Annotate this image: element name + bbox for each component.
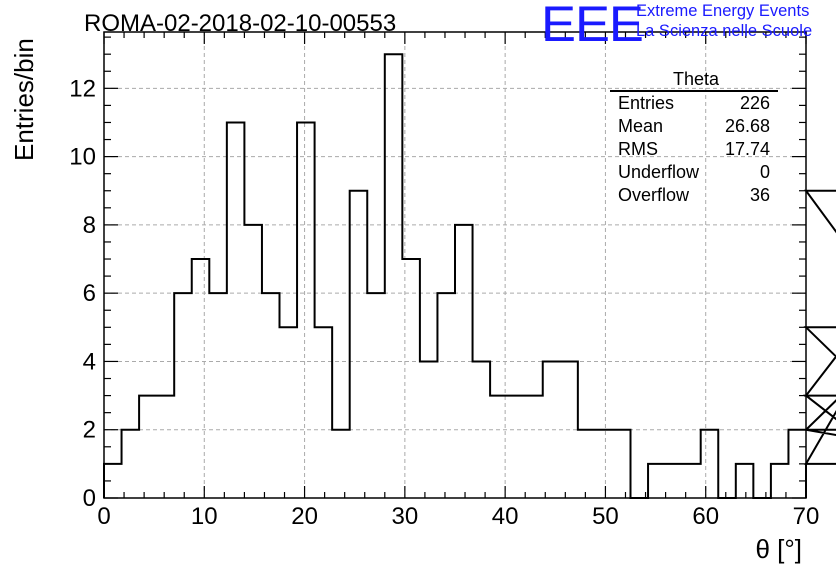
x-tick-label: 0: [97, 503, 110, 530]
x-tick-label: 30: [392, 503, 419, 530]
plot-frame: [103, 31, 807, 499]
chart-title: ROMA-02-2018-02-10-00553: [84, 10, 397, 37]
stats-key: Entries: [618, 93, 675, 113]
y-tick-label: 10: [69, 144, 96, 171]
x-tick-label: 20: [291, 503, 318, 530]
logo-line-2: La Scienza nelle Scuole: [636, 22, 813, 40]
eee-logo: EEE: [541, 0, 644, 52]
y-tick-label: 2: [83, 417, 96, 444]
y-tick-label: 12: [69, 75, 96, 102]
logo-caption: Extreme Energy Events La Scienza nelle S…: [636, 1, 812, 41]
stats-key: Mean: [618, 116, 664, 136]
stats-row: Overflow 36: [610, 184, 778, 207]
x-tick-label: 60: [692, 503, 719, 530]
stats-value: 26.68: [724, 116, 770, 136]
stats-key: Overflow: [618, 185, 690, 205]
logo-line-1: Extreme Energy Events: [636, 2, 810, 20]
stats-value: 226: [739, 93, 770, 113]
x-tick-label: 70: [793, 503, 820, 530]
y-tick-label: 4: [83, 348, 96, 375]
stats-key: Underflow: [618, 162, 700, 182]
stats-row: Entries 226: [610, 92, 778, 115]
x-axis-label: θ [°]: [755, 534, 802, 564]
stats-title: Theta: [610, 70, 778, 92]
y-tick-label: 8: [83, 212, 96, 239]
stats-value: 0: [759, 162, 770, 182]
x-tick-label: 10: [191, 503, 218, 530]
stats-value: 17.74: [724, 139, 770, 159]
y-tick-label: 6: [83, 280, 96, 307]
y-axis-label: Entries/bin: [9, 38, 39, 161]
x-tick-label: 40: [492, 503, 519, 530]
stats-value: 36: [749, 185, 770, 205]
x-tick-label: 50: [592, 503, 619, 530]
y-tick-label: 0: [83, 485, 96, 512]
stats-row: Underflow 0: [610, 161, 778, 184]
stats-row: Mean 26.68: [610, 115, 778, 138]
stats-key: RMS: [618, 139, 658, 159]
stats-row: RMS 17.74: [610, 138, 778, 161]
stats-box: Theta Entries 226 Mean 26.68 RMS 17.74 U…: [610, 70, 778, 207]
histogram-series: [103, 53, 836, 499]
